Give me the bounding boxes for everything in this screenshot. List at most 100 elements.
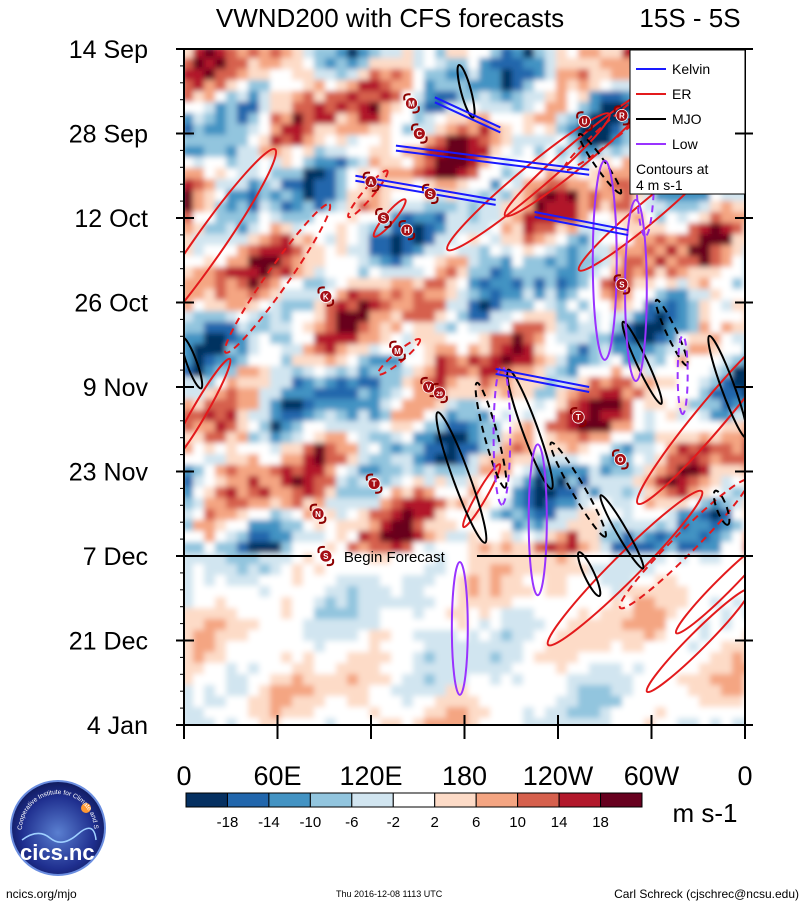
- field-cell: [622, 663, 635, 676]
- er-contour: [674, 537, 745, 635]
- field-cell: [556, 696, 569, 709]
- field-cell: [347, 366, 360, 379]
- field-cell: [688, 520, 701, 533]
- storm-marker: M: [389, 340, 406, 361]
- field-cell: [534, 685, 547, 698]
- field-cell: [391, 289, 404, 302]
- field-cell: [281, 641, 294, 654]
- field-cell: [204, 465, 217, 478]
- field-cell: [699, 454, 712, 467]
- field-cell: [468, 454, 481, 467]
- field-cell: [380, 531, 393, 544]
- field-cell: [457, 542, 470, 555]
- wave-filter-contours: PMURCASSHSKMV29TOTNS: [184, 63, 745, 696]
- field-cell: [655, 212, 668, 225]
- field-cell: [446, 366, 459, 379]
- field-cell: [633, 443, 646, 456]
- field-cell: [325, 432, 338, 445]
- field-cell: [204, 113, 217, 126]
- field-cell: [732, 564, 745, 577]
- storm-marker: S: [375, 207, 392, 229]
- field-cell: [270, 685, 283, 698]
- field-cell: [468, 223, 481, 236]
- field-cell: [226, 146, 239, 159]
- field-cell: [501, 564, 514, 577]
- field-cell: [490, 234, 503, 247]
- field-cell: [347, 102, 360, 115]
- field-cell: [270, 674, 283, 687]
- field-cell: [732, 289, 745, 302]
- field-cell: [314, 685, 327, 698]
- field-cell: [237, 289, 250, 302]
- field-cell: [721, 432, 734, 445]
- field-cell: [699, 542, 712, 555]
- field-cell: [424, 344, 437, 357]
- field-cell: [479, 179, 492, 192]
- field-cell: [424, 300, 437, 313]
- field-cell: [347, 311, 360, 324]
- field-cell: [655, 707, 668, 720]
- field-cell: [237, 707, 250, 720]
- field-cell: [402, 641, 415, 654]
- field-cell: [622, 608, 635, 621]
- field-cell: [226, 641, 239, 654]
- field-cell: [270, 245, 283, 258]
- field-cell: [270, 608, 283, 621]
- field-cell: [325, 443, 338, 456]
- field-cell: [259, 212, 272, 225]
- field-cell: [556, 344, 569, 357]
- field-cell: [325, 498, 338, 511]
- field-cell: [611, 707, 624, 720]
- field-cell: [248, 179, 261, 192]
- field-cell: [270, 641, 283, 654]
- field-cell: [457, 267, 470, 280]
- field-cell: [589, 300, 602, 313]
- field-cell: [281, 223, 294, 236]
- field-cell: [380, 520, 393, 533]
- field-cell: [281, 102, 294, 115]
- field-cell: [633, 608, 646, 621]
- field-cell: [413, 520, 426, 533]
- field-cell: [732, 256, 745, 269]
- field-cell: [369, 641, 382, 654]
- field-cell: [413, 201, 426, 214]
- field-cell: [270, 333, 283, 346]
- field-cell: [523, 80, 536, 93]
- field-cell: [556, 498, 569, 511]
- field-cell: [567, 432, 580, 445]
- field-cell: [424, 212, 437, 225]
- mjo-contour: [621, 320, 663, 405]
- field-cell: [259, 344, 272, 357]
- field-cell: [358, 421, 371, 434]
- field-cell: [600, 289, 613, 302]
- field-cell: [184, 608, 195, 621]
- field-cell: [215, 289, 228, 302]
- field-cell: [688, 377, 701, 390]
- footer-author: Carl Schreck (cjschrec@ncsu.edu): [614, 887, 799, 901]
- field-cell: [501, 190, 514, 203]
- field-cell: [292, 597, 305, 610]
- field-cell: [270, 696, 283, 709]
- field-cell: [347, 443, 360, 456]
- field-cell: [655, 696, 668, 709]
- field-cell: [435, 465, 448, 478]
- field-cell: [314, 201, 327, 214]
- field-cell: [336, 113, 349, 126]
- field-cell: [369, 91, 382, 104]
- field-cell: [226, 674, 239, 687]
- field-cell: [336, 58, 349, 71]
- field-cell: [479, 641, 492, 654]
- mjo-contour: [474, 381, 508, 489]
- footer-site-link[interactable]: ncics.org/mjo: [6, 887, 77, 901]
- field-cell: [424, 421, 437, 434]
- field-cell: [237, 443, 250, 456]
- field-cell: [655, 355, 668, 368]
- field-cell: [468, 619, 481, 632]
- field-cell: [184, 399, 195, 412]
- field-cell: [325, 245, 338, 258]
- field-cell: [193, 49, 206, 60]
- field-cell: [314, 586, 327, 599]
- field-cell: [457, 696, 470, 709]
- field-cell: [435, 707, 448, 720]
- field-cell: [413, 289, 426, 302]
